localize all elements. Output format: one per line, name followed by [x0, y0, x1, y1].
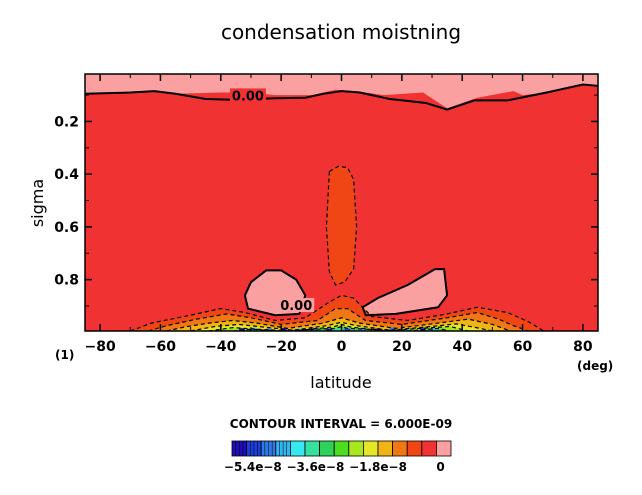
fill-speckle-9 [359, 327, 366, 331]
contour-line-boundary-5 [232, 325, 451, 331]
colorbar-swatch-9 [362, 440, 379, 457]
fill-upper-positive [85, 74, 598, 109]
y-tick-label: 0.2 [54, 114, 79, 130]
contour-label-bg-0 [229, 88, 266, 103]
colorbar-swatch-14 [435, 440, 452, 457]
contour-label-0: 0.00 [232, 89, 264, 104]
fill-speckle-6 [326, 328, 333, 331]
corner-label: (1) [55, 348, 74, 362]
colorbar-tick-label: −1.8e−8 [349, 460, 407, 474]
x-tick-label: −40 [205, 339, 236, 355]
y-tick-label: 0.6 [54, 220, 79, 236]
x-tick-label: 80 [573, 339, 593, 355]
colorbar-swatch-7 [333, 440, 350, 457]
chart-title: condensation moistning [221, 20, 461, 44]
colorbar-tick-label: −5.4e−8 [224, 460, 282, 474]
contour-line-north-cell [361, 268, 449, 317]
fill-north-cell [362, 269, 448, 316]
x-unit-label: (deg) [577, 359, 613, 373]
colorbar-swatch-13 [421, 440, 437, 457]
colorbar-swatch-6 [319, 440, 335, 457]
fill-equatorial-column [326, 166, 357, 285]
x-axis-label: latitude [310, 373, 371, 392]
fill-speckle-2 [266, 328, 273, 331]
x-tick-label: −20 [266, 339, 297, 355]
x-tick-label: −80 [84, 339, 115, 355]
fill-speckle-8 [344, 328, 351, 331]
colorbar [231, 440, 452, 457]
x-tick-label: 20 [392, 339, 412, 355]
fill-speckle-7 [335, 327, 342, 331]
contour-label-1: 0.00 [280, 299, 312, 314]
x-tick-label: 0 [337, 339, 347, 355]
colorbar-swatch-8 [348, 440, 364, 457]
y-tick-label: 0.8 [54, 273, 79, 289]
colorbar-swatch-10 [377, 440, 394, 457]
contour-label-bg-1 [278, 297, 315, 312]
contour-line-boundary-1 [148, 308, 529, 331]
colorbar-tick-label: 0 [436, 460, 444, 474]
contour-fill-layer [85, 74, 598, 331]
colorbar-swatch-5 [304, 440, 321, 457]
colorbar-tick-label: −3.6e−8 [286, 460, 344, 474]
contour-line-upper-zero [85, 83, 598, 111]
x-tick-label: 40 [452, 339, 472, 355]
colorbar-swatch-12 [406, 440, 423, 457]
x-tick-label: −60 [145, 339, 176, 355]
contour-interval-text: CONTOUR INTERVAL = 6.000E-09 [230, 417, 452, 431]
y-tick-label: 0.4 [54, 167, 79, 183]
y-axis: 0.2 0.4 0.6 0.8 [54, 94, 598, 307]
y-axis-label: sigma [28, 179, 47, 227]
colorbar-tick-labels: −5.4e−8 −3.6e−8 −1.8e−8 0 [224, 460, 445, 474]
contour-line-equatorial-column [325, 165, 358, 286]
fill-speckle-12 [404, 328, 411, 331]
contour-line-boundary-3 [190, 321, 493, 331]
fill-speckle-14 [432, 328, 439, 331]
colorbar-swatch-11 [392, 440, 408, 457]
x-tick-label: 60 [513, 339, 533, 355]
contour-line-boundary-2 [166, 317, 511, 331]
colorbar-swatch-4 [289, 440, 306, 457]
x-axis: −80 −60 −40 −20 0 20 40 60 80 [84, 74, 593, 355]
